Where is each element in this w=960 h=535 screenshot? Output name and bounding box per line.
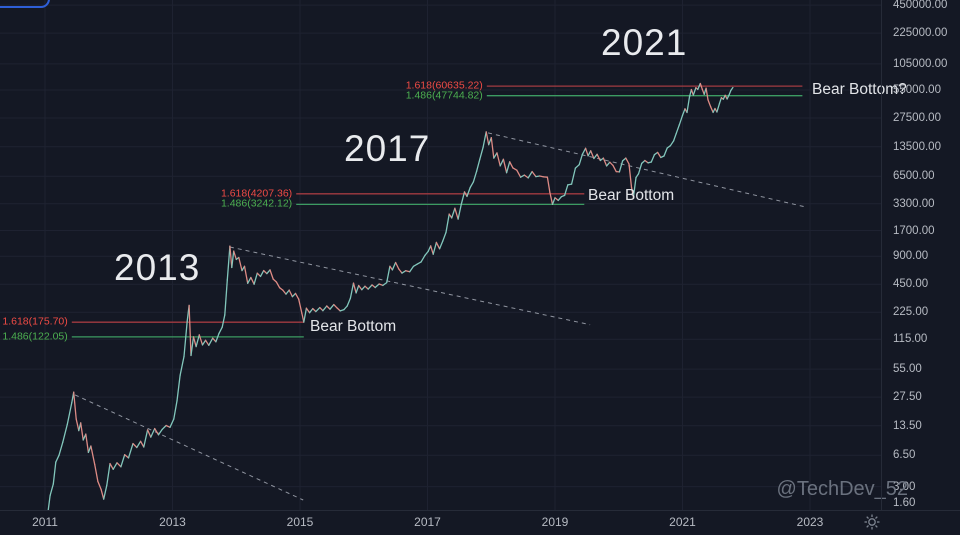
price-axis[interactable] — [881, 0, 960, 510]
axis-settings-icon[interactable] — [862, 512, 882, 532]
watermark: @TechDev_52 — [776, 478, 908, 500]
selection-highlight-fragment — [0, 0, 50, 8]
time-axis[interactable] — [0, 510, 960, 535]
